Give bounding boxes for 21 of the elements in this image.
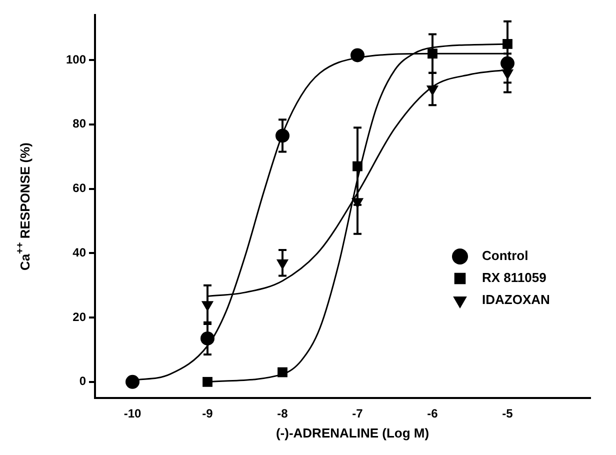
y-tick-label: 0 xyxy=(79,374,86,388)
x-tick-label: -7 xyxy=(352,406,364,421)
x-axis-title: (-)-ADRENALINE (Log M) xyxy=(276,426,430,441)
x-tick-label: -8 xyxy=(277,406,288,421)
legend-label: IDAZOXAN xyxy=(482,292,550,308)
y-tick-label: 100 xyxy=(66,52,86,66)
point xyxy=(350,48,364,62)
x-tick-label: -6 xyxy=(427,406,438,421)
point xyxy=(126,374,140,389)
x-tick-label: -9 xyxy=(202,406,214,421)
y-tick-label: 80 xyxy=(72,116,86,131)
x-tick-label: -10 xyxy=(124,406,142,421)
legend-label: Control xyxy=(482,248,528,264)
y-tick-label: 60 xyxy=(72,181,86,196)
y-tick-label: 20 xyxy=(72,310,86,324)
point xyxy=(202,376,212,387)
legend-label: RX 811059 xyxy=(482,270,546,286)
y-tick-label: 40 xyxy=(72,245,86,260)
point xyxy=(278,367,288,378)
y-axis-title: Ca++ RESPONSE (%) xyxy=(14,142,33,270)
x-tick-label: -5 xyxy=(502,406,514,421)
